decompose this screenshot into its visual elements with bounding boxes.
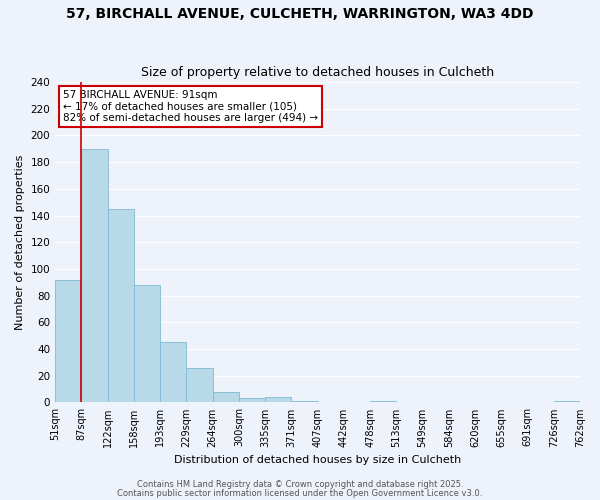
Bar [107, 209, 134, 402]
Y-axis label: Number of detached properties: Number of detached properties [15, 154, 25, 330]
Text: 57, BIRCHALL AVENUE, CULCHETH, WARRINGTON, WA3 4DD: 57, BIRCHALL AVENUE, CULCHETH, WARRINGTO… [66, 8, 534, 22]
Bar [239, 398, 265, 402]
Bar [55, 280, 82, 402]
Bar [370, 401, 397, 402]
Bar [554, 401, 580, 402]
Bar [292, 401, 317, 402]
Bar [134, 285, 160, 403]
Title: Size of property relative to detached houses in Culcheth: Size of property relative to detached ho… [141, 66, 494, 80]
Bar [187, 368, 212, 402]
Bar [160, 342, 187, 402]
Bar [265, 397, 292, 402]
X-axis label: Distribution of detached houses by size in Culcheth: Distribution of detached houses by size … [174, 455, 461, 465]
Bar [82, 149, 107, 403]
Text: Contains public sector information licensed under the Open Government Licence v3: Contains public sector information licen… [118, 488, 482, 498]
Text: 57 BIRCHALL AVENUE: 91sqm
← 17% of detached houses are smaller (105)
82% of semi: 57 BIRCHALL AVENUE: 91sqm ← 17% of detac… [63, 90, 318, 124]
Text: Contains HM Land Registry data © Crown copyright and database right 2025.: Contains HM Land Registry data © Crown c… [137, 480, 463, 489]
Bar [212, 392, 239, 402]
